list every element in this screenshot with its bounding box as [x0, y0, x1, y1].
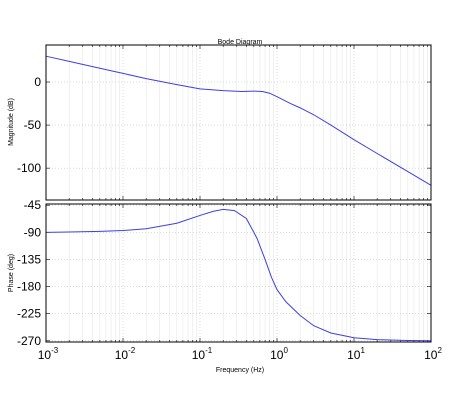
chart-title: Bode Diagram	[218, 39, 263, 46]
magnitude-plot-area	[46, 45, 431, 200]
phase-panel: -45 -90 -135 -180 -225 -270 Phase (deg)	[8, 198, 432, 348]
x-tick-label: 10-1	[192, 346, 213, 362]
x-tick-labels: 10-3 10-2 10-1 100 101 102	[38, 346, 443, 362]
phase-y-tick-labels: -45 -90 -135 -180 -225 -270	[17, 198, 41, 348]
phase-y-tick-label: -270	[17, 334, 41, 348]
magnitude-frame	[45, 44, 432, 201]
phase-axis-label: Phase (deg)	[8, 254, 15, 292]
magnitude-y-tick-label: -50	[24, 118, 42, 132]
x-tick-label: 102	[424, 346, 442, 362]
magnitude-grid	[46, 45, 431, 200]
magnitude-series-line	[45, 55, 432, 186]
phase-y-tick-label: -180	[17, 280, 41, 294]
phase-y-tick-label: -90	[24, 225, 42, 239]
phase-frame	[45, 203, 432, 343]
phase-y-tick-label: -225	[17, 307, 41, 321]
magnitude-panel: 0 -50 -100 Magnitude (dB)	[8, 44, 432, 201]
x-tick-label: 10-3	[38, 346, 59, 362]
x-tick-label: 101	[347, 346, 365, 362]
phase-y-tick-label: -135	[17, 252, 41, 266]
phase-series-line	[45, 208, 432, 342]
magnitude-y-tick-labels: 0 -50 -100	[17, 75, 41, 175]
phase-plot-area	[46, 204, 431, 342]
phase-grid	[46, 204, 431, 342]
magnitude-y-tick-label: 0	[34, 75, 41, 89]
magnitude-y-tick-label: -100	[17, 161, 41, 175]
phase-y-tick-label: -45	[24, 198, 42, 212]
magnitude-ticks	[45, 45, 431, 200]
magnitude-axis-label: Magnitude (dB)	[8, 98, 15, 146]
x-tick-label: 10-2	[115, 346, 136, 362]
x-tick-label: 100	[270, 346, 288, 362]
x-axis-label: Frequency (Hz)	[216, 367, 264, 374]
